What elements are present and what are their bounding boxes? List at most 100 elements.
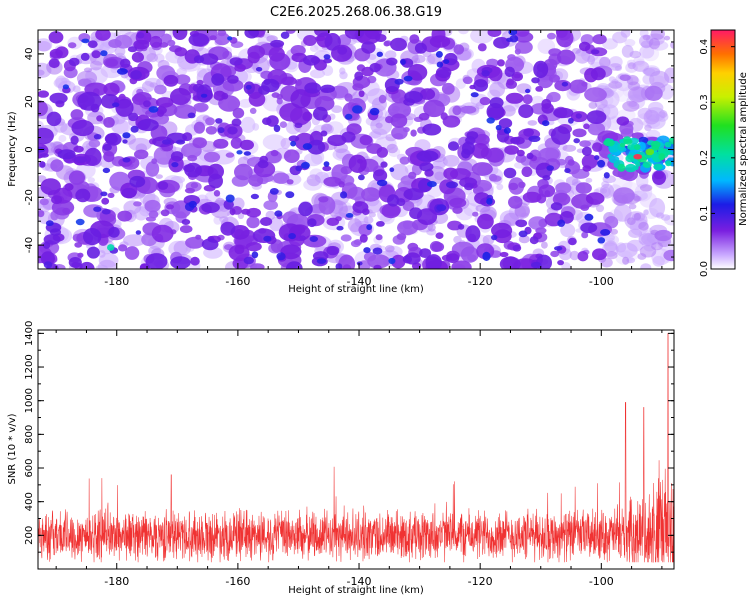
heatmap-cell — [391, 126, 408, 140]
heatmap-cell — [116, 68, 128, 75]
heatmap-cell — [70, 109, 84, 121]
heatmap-cell — [380, 161, 388, 168]
heatmap-cell — [613, 187, 635, 204]
heatmap-cell — [51, 195, 63, 205]
heatmap-cell — [590, 67, 606, 81]
heatmap-cell — [389, 167, 395, 172]
heatmap-cell — [489, 97, 504, 109]
heatmap-cell — [359, 134, 373, 146]
heatmap-cell — [521, 166, 533, 177]
heatmap-cell — [410, 129, 417, 137]
heatmap-cell — [503, 212, 520, 227]
heatmap-cell — [386, 57, 398, 66]
heatmap-cell — [117, 210, 133, 222]
heatmap-cell — [403, 188, 424, 201]
heatmap-cell — [262, 117, 272, 125]
heatmap-cell — [390, 113, 408, 128]
heatmap-cell — [656, 212, 665, 219]
heatmap-cell — [358, 174, 365, 181]
heatmap-cell — [597, 159, 606, 168]
heatmap-cell — [577, 251, 589, 262]
heatmap-cell — [252, 228, 276, 243]
heatmap-cell — [388, 257, 396, 265]
heatmap-cell — [418, 112, 430, 121]
chart-title: C2E6.2025.268.06.38.G19 — [270, 5, 442, 20]
heatmap-cell — [338, 181, 345, 188]
heatmap-cell — [634, 144, 641, 151]
snr-x-tick-label: -160 — [225, 575, 250, 588]
heatmap-cell — [591, 49, 600, 55]
heatmap-cell — [446, 253, 460, 264]
heatmap-cell — [203, 151, 221, 163]
heatmap-cell — [268, 46, 285, 62]
heatmap-cell — [280, 137, 291, 149]
heatmap-cell — [569, 250, 580, 261]
heatmap-cell — [283, 149, 300, 163]
heatmap-cell — [93, 206, 102, 212]
heatmap-cell — [458, 30, 469, 35]
heatmap-cell — [316, 258, 327, 264]
heatmap-cell — [373, 169, 388, 182]
heatmap-cell — [460, 105, 477, 114]
heatmap-cell — [528, 135, 541, 142]
heatmap-cell — [245, 84, 252, 90]
heatmap-cell — [155, 97, 174, 108]
heatmap-cell — [167, 39, 176, 47]
heatmap-cell — [209, 35, 217, 41]
heatmap-cell — [80, 52, 90, 61]
heatmap-cell — [286, 179, 294, 185]
heatmap-cell — [363, 247, 371, 254]
heatmap-cell — [518, 181, 526, 188]
heatmap-cell — [38, 127, 54, 145]
heatmap-cell — [43, 261, 53, 269]
heatmap-cell — [151, 224, 174, 243]
spectrogram-y-tick-label: 40 — [24, 48, 35, 61]
heatmap-cell — [619, 74, 631, 81]
heatmap-cell — [404, 91, 423, 103]
heatmap-cell — [335, 263, 343, 269]
heatmap-cell — [368, 54, 377, 60]
heatmap-cell — [531, 77, 540, 84]
heatmap-cell — [278, 223, 302, 242]
heatmap-cell — [245, 242, 262, 252]
heatmap-cell — [427, 223, 436, 232]
heatmap-cell — [489, 81, 505, 97]
colorbar-tick-label: 0.1 — [699, 205, 710, 221]
heatmap-cell — [345, 113, 353, 120]
heatmap-cell — [584, 213, 594, 221]
spectrogram-y-tick-label: -40 — [24, 237, 35, 253]
heatmap-cell — [170, 256, 191, 269]
spectrogram-panel: -180 -160 -140 -120 -100 -40 -20 0 20 40 Height … — [7, 29, 675, 295]
snr-x-tick-label: -120 — [468, 575, 493, 588]
heatmap-cell — [193, 102, 209, 113]
heatmap-cell — [451, 260, 472, 269]
heatmap-cell — [608, 63, 622, 71]
heatmap-cell — [617, 163, 626, 172]
heatmap-cell — [213, 190, 221, 197]
heatmap-cell — [407, 64, 428, 81]
heatmap-cell — [246, 207, 261, 218]
spectrogram-y-axis: -40 -20 0 20 40 — [24, 29, 674, 270]
heatmap-cell — [390, 37, 407, 52]
heatmap-cell — [361, 41, 376, 54]
heatmap-cell — [102, 143, 112, 151]
heatmap-cell — [136, 32, 145, 39]
heatmap-cell — [575, 113, 582, 119]
heatmap-cell — [230, 137, 243, 149]
heatmap-cell — [581, 146, 592, 156]
heatmap-cell — [246, 216, 260, 229]
heatmap-cell — [583, 123, 590, 130]
heatmap-cell — [514, 48, 522, 55]
heatmap-cell — [541, 103, 554, 114]
heatmap-cell — [579, 140, 591, 148]
snr-x-tick-label: -180 — [104, 575, 129, 588]
heatmap-cell — [518, 104, 534, 119]
heatmap-cell — [326, 217, 340, 226]
heatmap-cell — [340, 166, 352, 175]
heatmap-cell — [533, 60, 549, 79]
heatmap-cell — [654, 229, 673, 242]
heatmap-cell — [225, 152, 235, 158]
heatmap-cell — [555, 182, 572, 194]
heatmap-cell — [244, 30, 259, 39]
